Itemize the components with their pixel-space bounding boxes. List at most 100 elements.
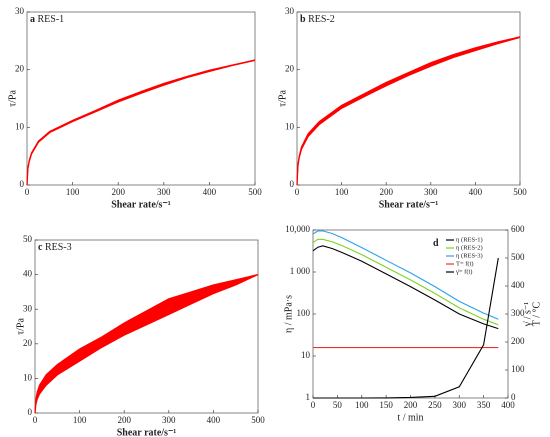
panel: 0 100 200 300 400 500 0 10 20 30 Shear rate/s⁻¹ τ/P… xyxy=(7,6,262,210)
x-tick-label: 300 xyxy=(424,187,438,197)
plot-frame xyxy=(34,239,259,414)
x-tick-label: 500 xyxy=(251,415,265,425)
series-line xyxy=(312,230,499,320)
y-tick-label: 10 xyxy=(301,350,311,360)
x-tick-label: 350 xyxy=(477,400,491,410)
x-tick-label: 400 xyxy=(469,187,483,197)
x-tick-label: 400 xyxy=(501,400,515,410)
x-tick-label: 200 xyxy=(379,187,393,197)
y-tick-label: 20 xyxy=(285,64,295,74)
y-tick-label: 1 000 xyxy=(290,266,311,276)
x-tick-label: 100 xyxy=(73,415,87,425)
legend-label: γ̇= f(t) xyxy=(455,268,472,275)
x-axis-label: t / min xyxy=(397,412,423,423)
y-tick-label: 10,000 xyxy=(285,224,310,234)
x-tick-label: 200 xyxy=(111,187,125,197)
x-tick-label: 50 xyxy=(333,400,343,410)
plot-frame xyxy=(26,11,256,186)
series-line xyxy=(312,245,499,330)
band-edge xyxy=(296,36,521,186)
panel: 0 100 200 300 400 500 0 10 20 30 Shear rate/s⁻¹ τ/P… xyxy=(277,6,527,210)
x-tick-label: 200 xyxy=(117,415,131,425)
x-axis-label: Shear rate/s⁻¹ xyxy=(117,427,176,437)
legend-label: η (RES-3) xyxy=(456,252,483,259)
y-tick-label: 0 xyxy=(20,179,25,189)
panel-name: RES-2 xyxy=(308,14,335,25)
x-tick-label: 300 xyxy=(453,400,467,410)
panel: 0 100 200 300 400 500 0 10 20 30 40 50 Shear rate/s⁻… xyxy=(15,234,265,437)
x-tick-label: 150 xyxy=(379,400,393,410)
y-tick-label: 100 xyxy=(297,308,311,318)
y2-tick-label: 100 xyxy=(511,364,525,374)
panel-name: RES-1 xyxy=(38,14,65,25)
y2-tick-label: 600 xyxy=(511,224,525,234)
x-tick-label: 400 xyxy=(203,187,217,197)
y-tick-label: 10 xyxy=(23,372,33,382)
legend-label: T= f(t) xyxy=(456,260,474,267)
panel-letter: a xyxy=(30,14,35,25)
y-tick-label: 1 xyxy=(306,392,311,402)
band-fill xyxy=(35,274,258,413)
y-tick-label: 0 xyxy=(28,407,33,417)
y-axis-label: τ/Pa xyxy=(277,90,288,107)
x-tick-label: 200 xyxy=(404,400,418,410)
band-edge xyxy=(26,59,256,186)
y2-axis-label: γ̇ / s⁻¹ xyxy=(522,302,533,327)
y-tick-label: 10 xyxy=(285,121,295,131)
y-axis-label: η / mPa·s xyxy=(283,295,294,333)
band-edge xyxy=(34,274,259,414)
panel-letter: d xyxy=(433,238,439,249)
x-tick-label: 500 xyxy=(513,187,527,197)
y2-axis-label: T / °C xyxy=(531,301,542,326)
y-tick-label: 40 xyxy=(23,269,33,279)
y-tick-label: 10 xyxy=(15,121,25,131)
y-tick-label: 20 xyxy=(15,64,25,74)
x-tick-label: 0 xyxy=(25,187,30,197)
x-tick-label: 100 xyxy=(66,187,80,197)
band-edge xyxy=(34,274,259,414)
y-axis-label: τ/Pa xyxy=(15,318,26,335)
x-axis-label: Shear rate/s⁻¹ xyxy=(111,199,170,210)
y2-tick-label: 300 xyxy=(511,308,525,318)
x-tick-label: 300 xyxy=(157,187,171,197)
panel-letter: b xyxy=(300,14,306,25)
band-fill xyxy=(27,59,255,185)
y-tick-label: 30 xyxy=(15,6,25,16)
x-axis-label: Shear rate/s⁻¹ xyxy=(379,199,438,210)
band-edge xyxy=(26,59,256,186)
y-tick-label: 30 xyxy=(285,6,295,16)
panel-title: b RES-2 xyxy=(300,14,335,25)
panel-title: d xyxy=(433,238,439,249)
x-tick-label: 300 xyxy=(162,415,176,425)
y-axis-label: τ/Pa xyxy=(7,90,18,107)
legend-label: η (RES-1) xyxy=(456,236,483,243)
y2-tick-label: 200 xyxy=(511,336,525,346)
x-tick-label: 250 xyxy=(428,400,442,410)
y-tick-label: 50 xyxy=(23,234,33,244)
x-tick-label: 500 xyxy=(248,187,262,197)
panel-title: a RES-1 xyxy=(30,14,64,25)
series-line xyxy=(313,257,499,399)
panel-letter: c xyxy=(38,242,43,253)
y2-tick-label: 500 xyxy=(511,252,525,262)
band-edge xyxy=(296,36,521,186)
x-tick-label: 100 xyxy=(355,400,369,410)
legend-label: η (RES-2) xyxy=(456,244,483,251)
panel-name: RES-3 xyxy=(45,242,72,253)
x-tick-label: 400 xyxy=(207,415,221,425)
y-tick-label: 20 xyxy=(23,338,33,348)
panel: 0 50 100 150 200 250 300 350 400 1 10 100 1 000 10,00… xyxy=(283,224,542,423)
series-line xyxy=(312,238,499,326)
x-tick-label: 0 xyxy=(311,400,316,410)
panel-title: c RES-3 xyxy=(38,242,72,253)
y-tick-label: 0 xyxy=(290,179,295,189)
y2-tick-label: 400 xyxy=(511,280,525,290)
y-tick-label: 30 xyxy=(23,303,33,313)
x-tick-label: 100 xyxy=(335,187,349,197)
plot-frame xyxy=(296,11,521,186)
x-tick-label: 0 xyxy=(33,415,38,425)
x-tick-label: 0 xyxy=(295,187,300,197)
y2-tick-label: 0 xyxy=(511,392,516,402)
band-fill xyxy=(297,36,520,186)
